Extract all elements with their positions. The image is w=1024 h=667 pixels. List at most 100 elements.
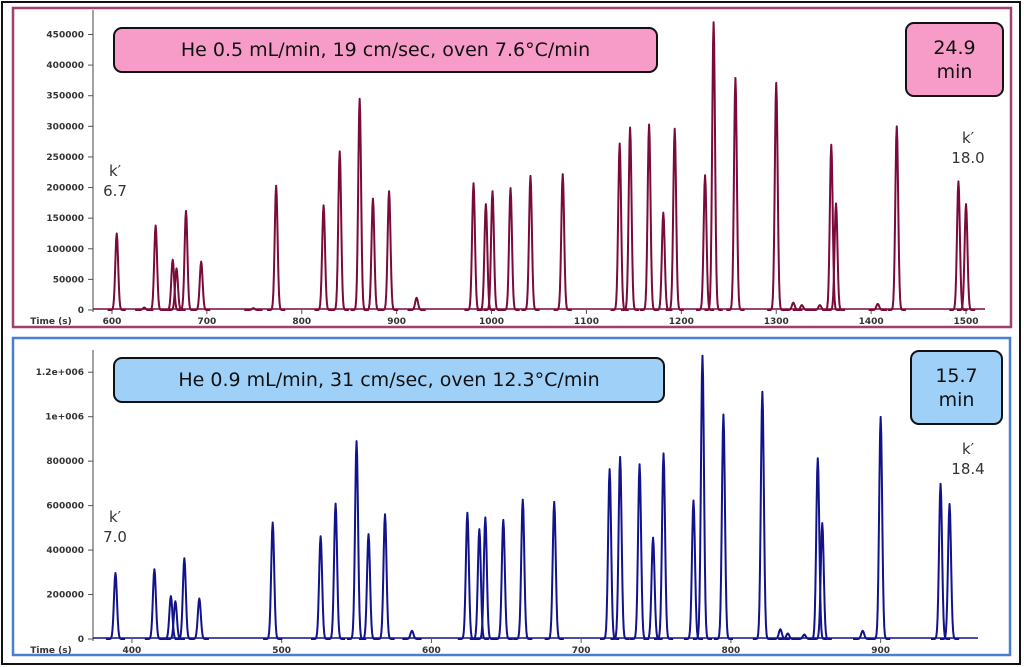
peak	[512, 498, 533, 640]
peak	[346, 440, 367, 640]
peak	[852, 629, 873, 640]
x-tick-label: 800	[722, 646, 741, 656]
peak	[266, 184, 286, 311]
peak	[407, 296, 427, 311]
peak	[713, 413, 734, 640]
x-axis-label: Time (s)	[30, 317, 71, 327]
peak	[544, 500, 565, 640]
run-time-badge-top: 24.9 min	[905, 22, 1004, 97]
peak	[358, 533, 379, 640]
peak	[807, 457, 828, 640]
peak	[948, 180, 968, 311]
x-tick-label: 1300	[764, 317, 789, 327]
x-tick-label: 1200	[669, 317, 694, 327]
peak	[463, 182, 484, 311]
x-tick-label: 1000	[479, 317, 504, 327]
x-tick-label: 800	[292, 317, 311, 327]
peak	[379, 190, 399, 311]
peak	[868, 302, 888, 311]
peak	[870, 415, 891, 640]
y-tick-label: 400000	[46, 61, 84, 71]
peak	[683, 499, 704, 640]
k-prime-label: k′	[109, 162, 122, 180]
chart-bottom: 0 200000 400000 600000 800000 1e+006 1.2e+006 4…	[11, 336, 1012, 657]
x-tick-label: 1100	[574, 317, 599, 327]
peak	[599, 468, 620, 640]
y-tick-label: 0	[78, 635, 84, 645]
peak	[482, 190, 503, 311]
peak	[189, 597, 210, 640]
peak	[956, 203, 976, 311]
y-tick-label: 1.2e+006	[36, 368, 84, 378]
run-time-unit: min	[936, 60, 973, 83]
peak	[695, 174, 715, 311]
y-tick-label: 150000	[46, 214, 84, 224]
peak	[165, 600, 186, 640]
k-prime-value: 7.0	[103, 528, 127, 546]
peak	[475, 516, 496, 640]
peak	[665, 127, 685, 311]
y-tick-label: 300000	[46, 122, 84, 132]
y-tick-label: 600000	[46, 502, 84, 512]
peak	[639, 123, 659, 311]
panel-border	[11, 6, 1013, 329]
peak	[144, 568, 165, 640]
peak	[821, 143, 841, 311]
peak	[553, 173, 573, 311]
k-prime-value: 18.0	[951, 149, 984, 167]
peak	[375, 513, 395, 640]
peak	[176, 209, 196, 311]
peak	[770, 628, 791, 640]
peak	[330, 150, 350, 311]
peak	[262, 521, 283, 640]
y-tick-label: 1e+006	[45, 413, 84, 423]
peak	[792, 304, 812, 311]
panel-border	[11, 336, 1012, 657]
k-prime-value: 18.4	[951, 460, 984, 478]
peak	[243, 307, 263, 311]
peak	[826, 202, 846, 311]
x-tick-label: 700	[572, 646, 591, 656]
condition-label-bottom: He 0.9 mL/min, 31 cm/sec, oven 12.3°C/mi…	[113, 357, 665, 403]
peak	[520, 174, 540, 311]
y-tick-label: 350000	[46, 92, 84, 102]
peak	[325, 502, 346, 640]
peak	[476, 203, 496, 311]
peak	[493, 518, 514, 640]
condition-text: He 0.5 mL/min, 19 cm/sec, oven 7.6°C/min	[180, 39, 591, 61]
peak	[887, 125, 907, 311]
k-prime-label: k′	[962, 440, 975, 458]
run-time-unit: min	[938, 388, 975, 411]
y-tick-label: 50000	[53, 275, 84, 285]
peak	[469, 528, 490, 640]
peak	[401, 629, 422, 640]
y-tick-label: 200000	[46, 184, 84, 194]
peak	[812, 522, 833, 640]
peak	[653, 452, 674, 640]
peak	[457, 511, 478, 640]
x-tick-label: 700	[197, 317, 216, 327]
k-prime-label: k′	[109, 508, 122, 526]
peak	[643, 536, 664, 640]
y-tick-label: 0	[78, 306, 84, 316]
x-tick-label: 600	[422, 646, 441, 656]
condition-text: He 0.9 mL/min, 31 cm/sec, oven 12.3°C/mi…	[178, 369, 600, 391]
x-tick-label: 900	[871, 646, 890, 656]
peak	[105, 571, 126, 640]
peak	[704, 21, 724, 311]
peak	[620, 126, 640, 311]
peak	[500, 187, 521, 311]
peak	[777, 632, 798, 640]
run-time-value: 24.9	[933, 36, 976, 59]
peak	[766, 81, 786, 311]
peak	[350, 97, 370, 311]
run-time-value: 15.7	[935, 364, 978, 387]
peak	[310, 535, 331, 640]
peak	[191, 260, 211, 311]
peak	[610, 142, 630, 311]
x-tick-label: 1500	[953, 317, 978, 327]
peak	[166, 267, 187, 311]
x-tick-label: 1400	[859, 317, 884, 327]
